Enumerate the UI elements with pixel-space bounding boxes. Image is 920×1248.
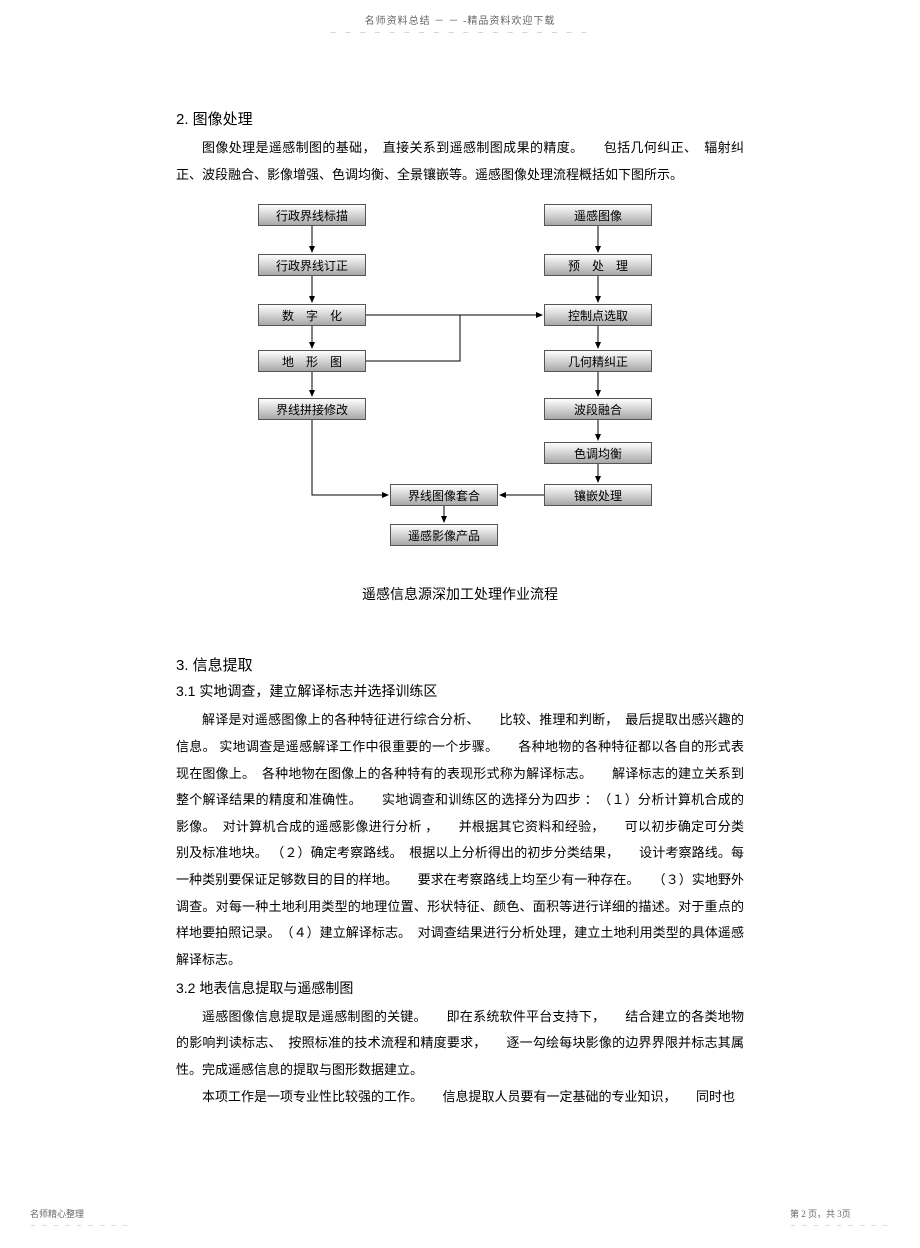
- section-32-para1: 遥感图像信息提取是遥感制图的关键。 即在系统软件平台支持下， 结合建立的各类地物…: [176, 1004, 744, 1084]
- footer-right: 第 2 页，共 3页 － － － － － － － － －: [790, 1207, 890, 1230]
- section-3-title: 3. 信息提取: [176, 654, 744, 675]
- section-32-para2: 本项工作是一项专业性比较强的工作。 信息提取人员要有一定基础的专业知识， 同时也: [176, 1084, 744, 1111]
- node-r1: 遥感图像: [544, 204, 652, 226]
- section-31-title: 3.1 实地调查，建立解译标志并选择训练区: [176, 681, 744, 701]
- node-m2: 遥感影像产品: [390, 524, 498, 546]
- node-l3: 数 字 化: [258, 304, 366, 326]
- section-31-para: 解译是对遥感图像上的各种特征进行综合分析、 比较、推理和判断， 最后提取出感兴趣…: [176, 707, 744, 973]
- footer-right-text: 第 2 页，共 3页: [790, 1209, 851, 1219]
- header-dots: － － － － － － － － － － － － － － － － － －: [330, 29, 591, 37]
- footer-left: 名师精心整理 － － － － － － － － －: [30, 1207, 130, 1230]
- node-l5: 界线拼接修改: [258, 398, 366, 420]
- node-r6: 色调均衡: [544, 442, 652, 464]
- node-l2: 行政界线订正: [258, 254, 366, 276]
- footer-right-dots: － － － － － － － － －: [790, 1224, 890, 1230]
- node-l4: 地 形 图: [258, 350, 366, 372]
- main-content: 2. 图像处理 图像处理是遥感制图的基础， 直接关系到遥感制图成果的精度。 包括…: [0, 38, 920, 1110]
- node-l1: 行政界线标描: [258, 204, 366, 226]
- flowchart: 行政界线标描 行政界线订正 数 字 化 地 形 图 界线拼接修改 遥感图像 预 …: [240, 204, 680, 564]
- node-r5: 波段融合: [544, 398, 652, 420]
- node-r4: 几何精纠正: [544, 350, 652, 372]
- node-r7: 镶嵌处理: [544, 484, 652, 506]
- footer-left-text: 名师精心整理: [30, 1209, 84, 1219]
- flowchart-caption: 遥感信息源深加工处理作业流程: [176, 584, 744, 604]
- node-r2: 预 处 理: [544, 254, 652, 276]
- header-text: 名师资料总结 － － -精品资料欢迎下载: [365, 16, 556, 27]
- node-r3: 控制点选取: [544, 304, 652, 326]
- footer-left-dots: － － － － － － － － －: [30, 1224, 130, 1230]
- section-2-title: 2. 图像处理: [176, 108, 744, 129]
- section-2-para: 图像处理是遥感制图的基础， 直接关系到遥感制图成果的精度。 包括几何纠正、 辐射…: [176, 135, 744, 188]
- page-header: 名师资料总结 － － -精品资料欢迎下载 － － － － － － － － － －…: [0, 0, 920, 38]
- node-m1: 界线图像套合: [390, 484, 498, 506]
- section-32-title: 3.2 地表信息提取与遥感制图: [176, 978, 744, 998]
